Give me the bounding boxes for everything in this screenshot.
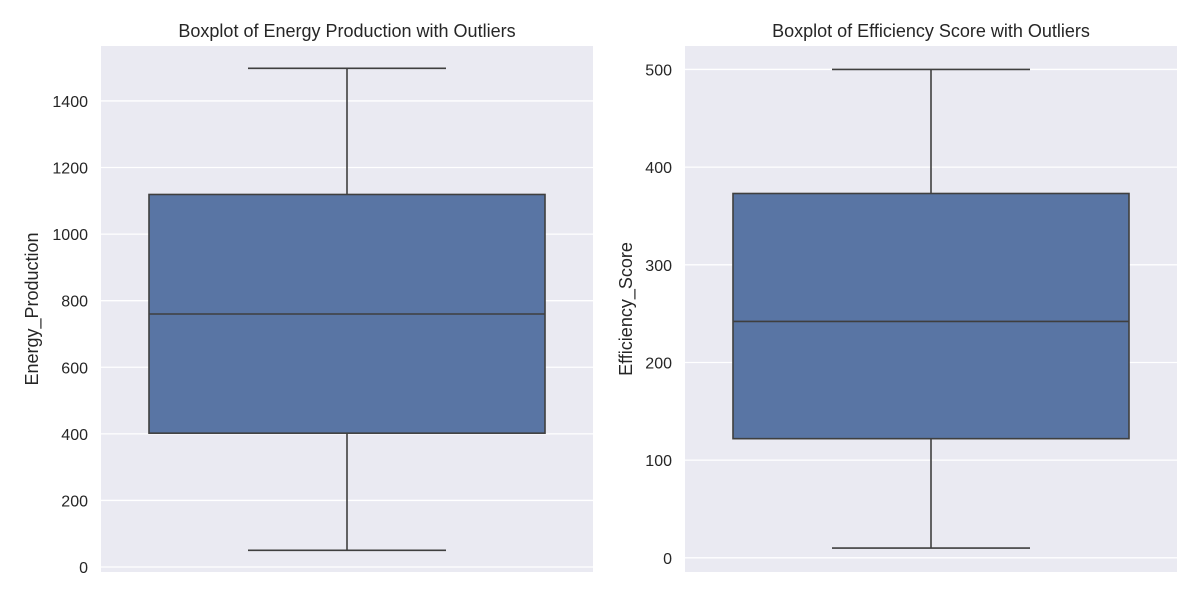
y-tick-label: 200 [61,493,88,510]
y-tick-label: 0 [79,560,88,577]
y-tick-label: 400 [645,160,672,177]
iqr-box [732,192,1130,440]
y-axis-label: Efficiency_Score [616,242,637,376]
y-tick-label: 800 [61,294,88,311]
energy-production-boxplot: 0 200 400 600 800 1000 1200 1400 Boxplot of Ener… [22,21,593,577]
y-axis-label: Energy_Production [22,232,43,385]
y-tick-label: 500 [645,62,672,79]
y-tick-label: 200 [645,355,672,372]
y-tick-label: 1200 [52,161,88,178]
y-tick-label: 1400 [52,94,88,111]
y-tick-label: 400 [61,427,88,444]
efficiency-score-boxplot: 0 100 200 300 400 500 Boxplot of Efficiency Sc… [616,21,1177,572]
y-tick-label: 600 [61,360,88,377]
y-tick-label: 300 [645,258,672,275]
chart-title: Boxplot of Energy Production with Outlie… [178,21,515,41]
y-tick-label: 0 [663,551,672,568]
y-tick-label: 100 [645,453,672,470]
chart-title: Boxplot of Efficiency Score with Outlier… [772,21,1090,41]
y-tick-label: 1000 [52,227,88,244]
